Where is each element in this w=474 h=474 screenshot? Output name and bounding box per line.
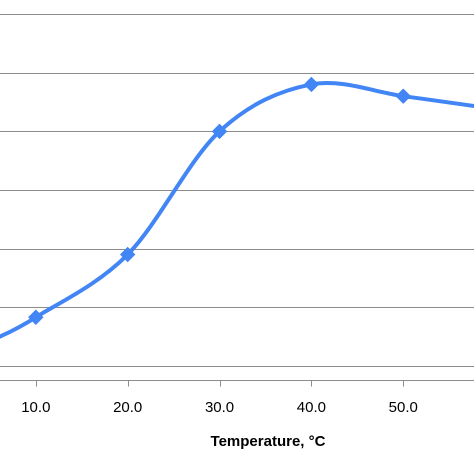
data-point-marker [28,309,44,325]
x-axis [0,380,474,387]
x-tick-label: 40.0 [297,399,326,416]
x-tick-label: 50.0 [389,399,418,416]
data-point-marker [211,123,228,140]
x-axis-title: Temperature, °C [211,433,326,450]
x-tick-label: 10.0 [21,399,50,416]
x-tick-label: 30.0 [205,399,234,416]
x-tick-labels: 10.0 20.0 30.0 40.0 50.0 [21,399,418,416]
data-point-marker [395,88,411,104]
data-point-marker [303,76,320,93]
series-line [0,81,474,339]
series-layer [0,76,474,339]
gridlines [0,14,474,367]
data-point-marker [119,246,136,263]
x-tick-label: 20.0 [113,399,142,416]
